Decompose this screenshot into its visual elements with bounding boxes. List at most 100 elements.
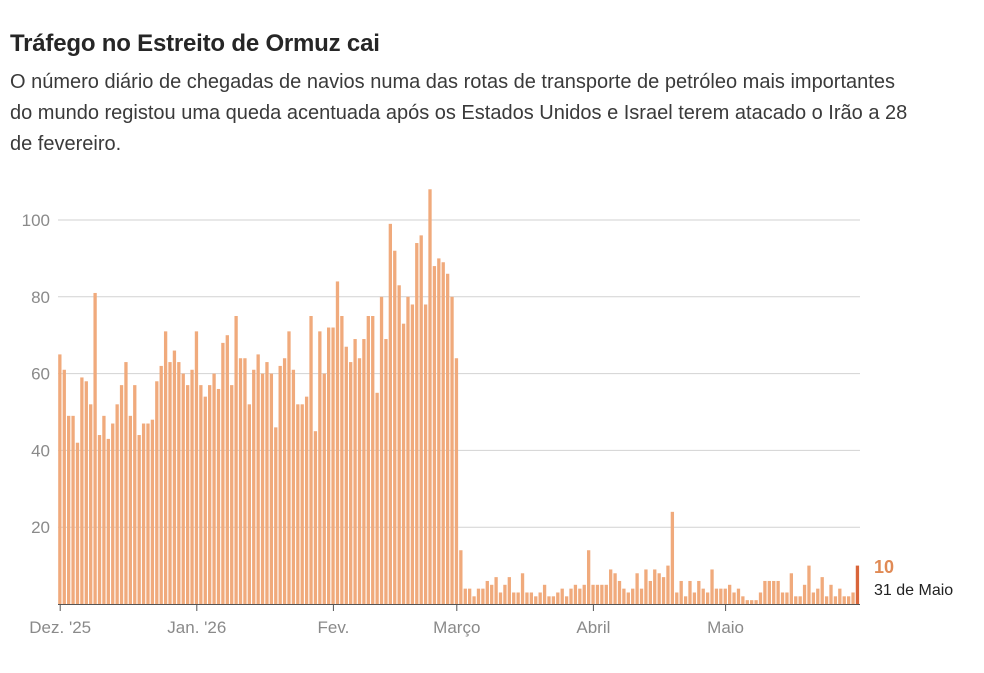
y-tick-label: 40 — [31, 441, 50, 460]
bar — [846, 596, 851, 604]
y-tick-label: 80 — [31, 288, 50, 307]
chart-title: Tráfego no Estreito de Ormuz cai — [10, 30, 380, 57]
bar — [758, 592, 763, 604]
bar — [111, 423, 115, 604]
bar — [459, 550, 463, 604]
bar — [300, 404, 304, 604]
bar — [648, 580, 652, 604]
bar — [534, 596, 538, 604]
bar — [393, 250, 397, 604]
bar — [291, 369, 296, 604]
bar — [216, 388, 221, 604]
bar — [106, 438, 110, 604]
bar — [516, 592, 520, 604]
bar — [732, 592, 736, 604]
bar — [67, 415, 71, 604]
bar — [172, 350, 177, 604]
bar — [379, 296, 384, 604]
bar — [754, 600, 758, 604]
bar — [124, 362, 128, 604]
bar — [569, 588, 573, 604]
bar — [181, 373, 185, 604]
bar — [838, 588, 842, 604]
bar — [265, 362, 269, 604]
bar — [728, 584, 732, 604]
bar — [463, 588, 467, 604]
bar — [723, 588, 727, 604]
bar — [428, 189, 432, 604]
bar — [520, 573, 525, 604]
bar — [388, 223, 392, 604]
bar — [62, 369, 66, 604]
bar — [767, 580, 771, 604]
bar — [97, 435, 102, 604]
bar — [432, 266, 437, 604]
bar — [670, 511, 675, 604]
bar — [785, 592, 789, 604]
bar — [203, 396, 207, 604]
bar — [617, 580, 622, 604]
bar — [600, 584, 604, 604]
y-tick-label: 60 — [31, 365, 50, 384]
chart-subtitle: O número diário de chegadas de navios nu… — [10, 71, 908, 155]
bar — [705, 592, 710, 604]
bar — [710, 569, 714, 604]
x-tick-label: Maio — [707, 618, 744, 637]
bar — [525, 592, 529, 604]
bar — [93, 292, 97, 604]
bar — [71, 415, 75, 604]
bar — [146, 423, 150, 604]
bar — [772, 580, 776, 604]
bar — [512, 592, 516, 604]
bar — [824, 596, 829, 604]
bar — [798, 596, 802, 604]
bar — [573, 584, 578, 604]
bar — [353, 339, 357, 604]
bar — [119, 385, 124, 604]
bar — [719, 588, 723, 604]
bar — [833, 596, 838, 604]
bar — [322, 373, 326, 604]
bar — [794, 596, 798, 604]
bar — [476, 588, 481, 604]
bar — [763, 580, 767, 604]
bar — [335, 281, 340, 604]
bar — [313, 431, 318, 604]
bar — [401, 323, 406, 604]
bar — [481, 588, 485, 604]
bar — [225, 335, 229, 604]
bar — [560, 588, 564, 604]
callout-date: 31 de Maio — [874, 582, 953, 599]
bar — [163, 331, 168, 604]
bar — [485, 580, 489, 604]
bar — [269, 373, 274, 604]
bar — [296, 404, 300, 604]
bar — [820, 577, 824, 604]
bar — [331, 327, 335, 604]
bar — [679, 580, 683, 604]
bar — [141, 423, 146, 604]
bar — [150, 419, 155, 604]
bar — [155, 381, 159, 604]
bar — [212, 373, 216, 604]
bar — [591, 584, 595, 604]
bar — [450, 296, 454, 604]
bar — [375, 392, 379, 604]
bar — [362, 339, 366, 604]
last-value-callout: 10 31 de Maio — [874, 557, 953, 599]
x-tick-label: Fev. — [318, 618, 350, 637]
bar — [586, 550, 591, 604]
bar — [247, 404, 251, 604]
bar — [327, 327, 331, 604]
bar — [278, 365, 282, 604]
bar — [397, 285, 401, 604]
bar — [445, 273, 450, 604]
bar — [613, 573, 617, 604]
bar — [58, 354, 62, 604]
bar — [243, 358, 247, 604]
bar — [75, 442, 80, 604]
bar — [282, 358, 287, 604]
bar — [529, 592, 534, 604]
bar — [741, 596, 745, 604]
bar — [454, 358, 459, 604]
